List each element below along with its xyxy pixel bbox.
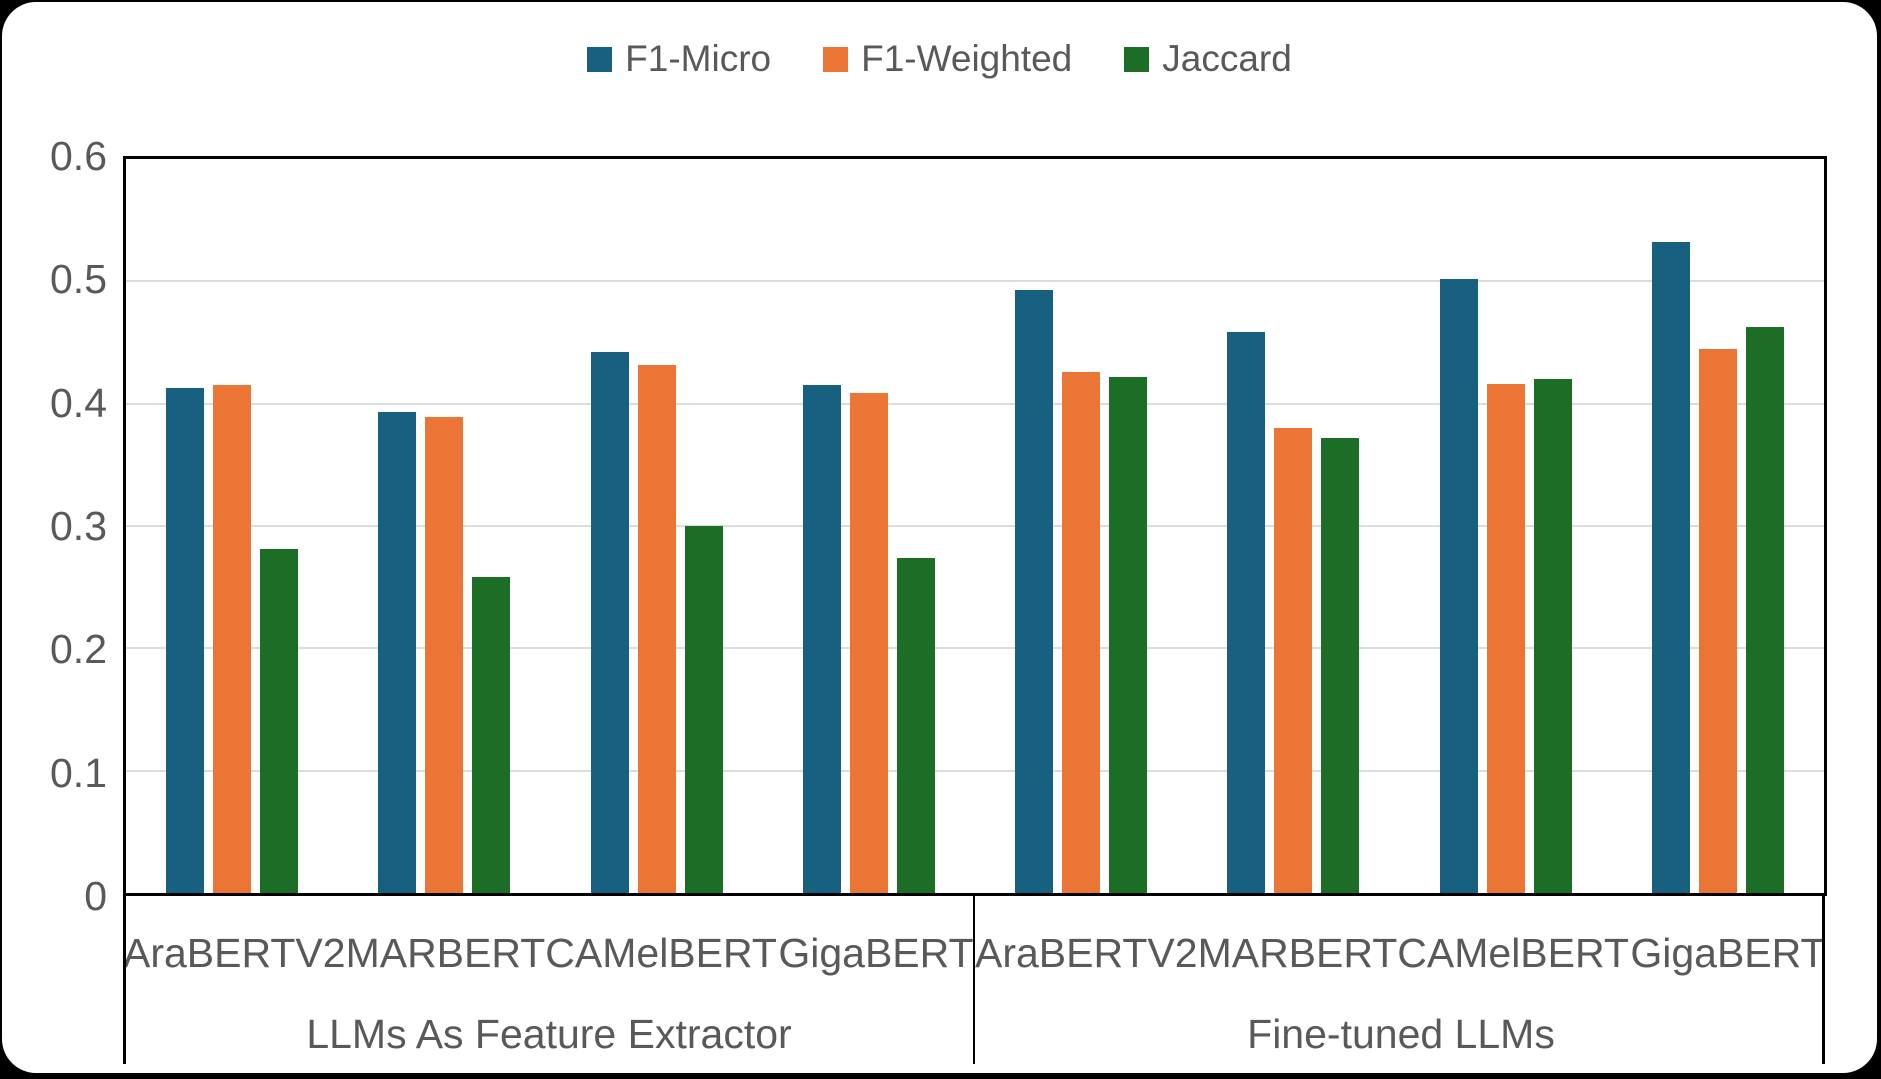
category-label-marbert-2: MARBERT xyxy=(1197,929,1398,976)
bar-f1-weighted-arabertv2-1 xyxy=(213,385,252,893)
category-label-arabertv2-2: AraBERTV2 xyxy=(975,929,1198,976)
bar-jaccard-gigabert-2 xyxy=(1745,326,1784,893)
bar-f1-weighted-gigabert-1 xyxy=(849,392,888,893)
bar-cluster-arabertv2-2 xyxy=(975,159,1187,893)
gridline xyxy=(126,280,1824,283)
bar-f1-weighted-arabertv2-2 xyxy=(1062,371,1101,893)
bar-f1-micro-arabertv2-2 xyxy=(1015,289,1054,893)
category-label-camelbert-1: CAMelBERT xyxy=(545,929,777,976)
bar-f1-weighted-marbert-1 xyxy=(425,417,464,893)
legend: F1-Micro F1-Weighted Jaccard xyxy=(2,38,1877,80)
category-label-arabertv2-1: AraBERTV2 xyxy=(123,929,346,976)
category-label-gigabert-2: GigaBERT xyxy=(1630,929,1826,976)
bar-jaccard-camelbert-2 xyxy=(1533,379,1572,893)
y-tick-label: 0 xyxy=(84,873,107,919)
gridline xyxy=(126,769,1824,772)
category-label-half-1: AraBERTV2 MARBERT CAMelBERT GigaBERT xyxy=(123,918,975,988)
y-tick-label: 0.5 xyxy=(50,256,107,303)
bar-cluster-camelbert-1 xyxy=(551,159,763,893)
gridline xyxy=(126,402,1824,405)
plot-area xyxy=(123,156,1827,896)
bar-cluster-camelbert-2 xyxy=(1400,159,1612,893)
bar-f1-weighted-marbert-2 xyxy=(1274,428,1313,893)
bar-jaccard-camelbert-1 xyxy=(684,526,723,893)
legend-item-f1-weighted: F1-Weighted xyxy=(823,38,1072,80)
bar-jaccard-arabertv2-2 xyxy=(1109,376,1148,893)
group-label-fine-tuned-llms: Fine-tuned LLMs xyxy=(1247,1010,1555,1057)
group-labels: LLMs As Feature Extractor Fine-tuned LLMs xyxy=(123,1002,1827,1066)
bar-jaccard-marbert-2 xyxy=(1321,437,1360,893)
legend-item-jaccard: Jaccard xyxy=(1124,38,1292,80)
bar-cluster-gigabert-2 xyxy=(1612,159,1824,893)
y-tick-label: 0.3 xyxy=(50,503,107,549)
bar-f1-micro-gigabert-2 xyxy=(1651,242,1690,893)
category-labels: AraBERTV2 MARBERT CAMelBERT GigaBERT AraBERT… xyxy=(123,918,1827,988)
bar-f1-weighted-gigabert-2 xyxy=(1698,348,1737,893)
bar-f1-micro-gigabert-1 xyxy=(802,385,841,893)
legend-label: F1-Micro xyxy=(625,38,772,79)
group-label-llms-as-feature-extractor: LLMs As Feature Extractor xyxy=(306,1010,792,1057)
axis-divider-left xyxy=(123,896,126,1064)
bar-f1-micro-arabertv2-1 xyxy=(166,387,205,893)
f1-weighted-swatch-icon xyxy=(823,46,849,72)
bar-f1-micro-marbert-1 xyxy=(378,412,417,893)
category-label-half-2: AraBERTV2 MARBERT CAMelBERT GigaBERT xyxy=(975,918,1827,988)
legend-item-f1-micro: F1-Micro xyxy=(587,38,771,80)
bar-group-fine-tuned-llms xyxy=(975,159,1824,893)
jaccard-swatch-icon xyxy=(1124,46,1150,72)
bar-jaccard-arabertv2-1 xyxy=(260,549,299,893)
bar-cluster-arabertv2-1 xyxy=(126,159,338,893)
bar-jaccard-marbert-1 xyxy=(472,577,511,893)
category-label-marbert-1: MARBERT xyxy=(345,929,546,976)
y-tick-label: 0.4 xyxy=(50,379,107,426)
x-axis: AraBERTV2 MARBERT CAMelBERT GigaBERT AraBERT… xyxy=(123,896,1827,1066)
category-label-gigabert-1: GigaBERT xyxy=(778,929,974,976)
bar-f1-micro-camelbert-1 xyxy=(590,352,629,893)
bar-f1-micro-marbert-2 xyxy=(1227,331,1266,893)
y-tick-label: 0.2 xyxy=(50,626,107,673)
gridline xyxy=(126,525,1824,527)
y-tick-label: 0.6 xyxy=(50,133,107,179)
bar-jaccard-gigabert-1 xyxy=(896,557,935,893)
gridline xyxy=(126,647,1824,650)
bar-f1-weighted-camelbert-2 xyxy=(1486,384,1525,893)
legend-label: Jaccard xyxy=(1162,38,1292,79)
axis-divider-right xyxy=(1822,896,1825,1064)
bar-group-llms-as-feature-extractor xyxy=(126,159,975,893)
bar-cluster-gigabert-1 xyxy=(763,159,975,893)
bar-f1-micro-camelbert-2 xyxy=(1439,278,1478,893)
bar-cluster-marbert-1 xyxy=(338,159,550,893)
f1-micro-swatch-icon xyxy=(587,46,613,72)
bar-f1-weighted-camelbert-1 xyxy=(637,364,676,893)
legend-label: F1-Weighted xyxy=(861,38,1073,79)
bar-cluster-marbert-2 xyxy=(1187,159,1399,893)
axis-divider-middle xyxy=(973,896,975,1064)
y-tick-label: 0.1 xyxy=(50,749,107,796)
category-label-camelbert-2: CAMelBERT xyxy=(1397,929,1629,976)
bars xyxy=(126,159,1824,893)
